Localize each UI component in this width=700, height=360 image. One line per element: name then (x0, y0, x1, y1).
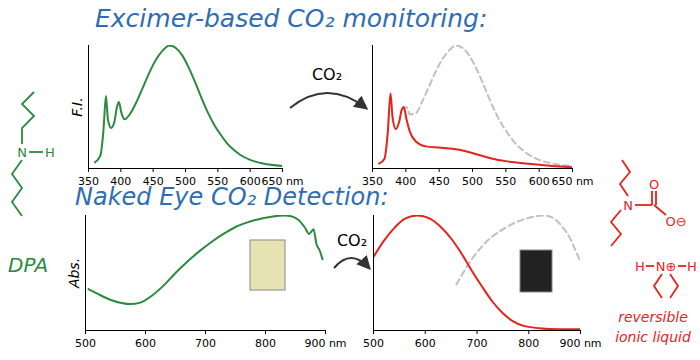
svg-text:350: 350 (362, 175, 383, 188)
svg-text:400: 400 (395, 175, 416, 188)
svg-text:600: 600 (415, 337, 436, 350)
svg-text:500: 500 (75, 337, 96, 350)
svg-text:500: 500 (462, 175, 483, 188)
svg-text:800: 800 (518, 337, 539, 350)
svg-text:CO₂: CO₂ (337, 231, 367, 250)
svg-text:650 nm: 650 nm (261, 175, 303, 188)
svg-text:H: H (687, 259, 697, 274)
svg-text:800: 800 (255, 337, 276, 350)
svg-text:Excimer-based CO₂ monitoring:: Excimer-based CO₂ monitoring: (95, 4, 487, 33)
svg-text:DPA: DPA (8, 253, 48, 277)
svg-text:700: 700 (195, 337, 216, 350)
svg-text:550: 550 (495, 175, 516, 188)
svg-text:O⊖: O⊖ (665, 214, 686, 229)
svg-text:500: 500 (175, 175, 196, 188)
svg-text:F.I.: F.I. (69, 97, 85, 116)
svg-text:900 nm: 900 nm (304, 337, 346, 350)
svg-text:Abs.: Abs. (66, 258, 82, 289)
svg-text:600: 600 (135, 337, 156, 350)
svg-text:400: 400 (110, 175, 131, 188)
svg-text:H: H (45, 145, 55, 160)
svg-text:CO₂: CO₂ (312, 65, 342, 84)
svg-text:600: 600 (240, 175, 261, 188)
svg-text:O: O (649, 177, 659, 192)
svg-text:N: N (17, 145, 27, 160)
svg-text:450: 450 (429, 175, 450, 188)
svg-text:N: N (623, 198, 633, 213)
svg-text:900 nm: 900 nm (559, 337, 601, 350)
svg-text:N⊕: N⊕ (656, 259, 677, 274)
svg-text:500: 500 (363, 337, 384, 350)
svg-text:350: 350 (78, 175, 99, 188)
svg-text:Naked Eye CO₂ Detection:: Naked Eye CO₂ Detection: (75, 183, 389, 211)
svg-text:550: 550 (207, 175, 228, 188)
svg-text:H: H (635, 259, 645, 274)
svg-text:700: 700 (467, 337, 488, 350)
svg-text:450: 450 (143, 175, 164, 188)
svg-text:600: 600 (529, 175, 550, 188)
svg-text:650 nm: 650 nm (551, 175, 593, 188)
svg-text:ionic liquid: ionic liquid (615, 329, 691, 345)
svg-text:reversible: reversible (618, 309, 688, 325)
